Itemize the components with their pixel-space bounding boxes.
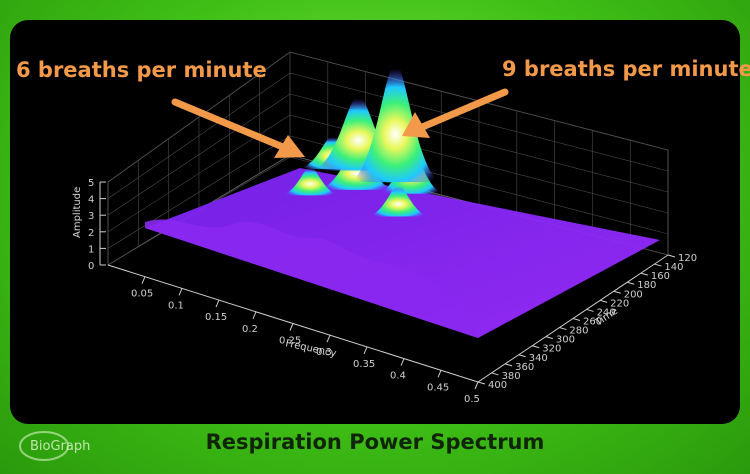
- y-tick-mark: [505, 363, 513, 367]
- y-tick-label: 340: [529, 353, 548, 364]
- y-tick-label: 120: [678, 253, 697, 264]
- z-axis-ticks: 0 1 2 3 4 5: [88, 178, 106, 272]
- z-tick-label: 0: [88, 261, 94, 272]
- x-tick-label: 0.4: [390, 371, 406, 382]
- y-tick-label: 300: [556, 335, 575, 346]
- y-axis-ticks: 1201401601802002202402602803003203403603…: [477, 253, 697, 391]
- x-axis-ticks: 0.05 0.1 0.15 0.2 0.25 0.3 0.35 0.4 0.45 0.5: [131, 276, 480, 405]
- spectrum-peak: [347, 62, 444, 183]
- y-tick-label: 360: [515, 362, 534, 373]
- z-tick-label: 2: [88, 228, 94, 239]
- arrow-6bpm: [171, 98, 305, 158]
- page-title: Respiration Power Spectrum: [205, 430, 545, 454]
- logo-text: BioGraph: [30, 439, 90, 454]
- y-tick-label: 320: [542, 344, 561, 355]
- x-tick-label: 0.3: [316, 347, 332, 358]
- x-tick-mark: [400, 358, 405, 366]
- grid-line: [289, 72, 669, 172]
- x-tick-label: 0.2: [242, 324, 258, 335]
- y-tick-label: 380: [502, 371, 521, 382]
- z-tick-label: 5: [88, 178, 94, 189]
- surface-bump: [366, 185, 431, 217]
- x-tick-mark: [474, 381, 479, 390]
- x-tick-mark: [363, 346, 368, 355]
- annotation-6-breaths: 6 breaths per minute: [16, 58, 267, 82]
- y-tick-mark: [640, 272, 648, 276]
- x-tick-mark: [437, 370, 442, 378]
- y-tick-mark: [654, 263, 662, 267]
- y-tick-mark: [532, 345, 540, 349]
- y-tick-label: 280: [569, 326, 588, 337]
- y-tick-label: 240: [597, 307, 616, 318]
- x-tick-label: 0.15: [205, 312, 227, 323]
- x-tick-mark: [252, 311, 257, 319]
- x-tick-mark: [141, 276, 146, 284]
- y-tick-label: 160: [651, 271, 670, 282]
- y-tick-mark: [600, 299, 608, 303]
- z-tick-label: 4: [88, 195, 94, 206]
- x-tick-label: 0.25: [279, 336, 301, 347]
- y-tick-label: 400: [488, 380, 507, 391]
- x-tick-mark: [326, 335, 331, 343]
- surface-bump: [280, 166, 341, 196]
- y-tick-mark: [477, 381, 486, 385]
- y-tick-mark: [627, 281, 635, 285]
- y-tick-mark: [518, 354, 526, 358]
- y-tick-mark: [586, 308, 594, 312]
- y-tick-mark: [559, 327, 567, 331]
- y-tick-label: 220: [610, 298, 629, 309]
- y-tick-mark: [613, 290, 621, 294]
- x-tick-mark: [215, 299, 220, 308]
- x-tick-label: 0.45: [427, 382, 449, 393]
- z-tick-label: 1: [88, 244, 94, 255]
- x-axis-label: Frequency: [284, 338, 337, 360]
- x-tick-mark: [178, 288, 183, 296]
- y-tick-label: 200: [624, 289, 643, 300]
- x-tick-label: 0.1: [168, 300, 184, 311]
- z-tick-label: 3: [88, 211, 94, 222]
- annotation-9-breaths: 9 breaths per minute: [502, 57, 750, 81]
- spectrum-ridge: [145, 219, 478, 338]
- y-tick-label: 260: [583, 317, 602, 328]
- y-tick-label: 140: [664, 262, 683, 273]
- y-tick-label: 180: [637, 280, 656, 291]
- y-tick-mark: [491, 372, 499, 376]
- x-tick-label: 0.35: [353, 359, 375, 370]
- y-tick-mark: [572, 318, 581, 321]
- z-axis-label: Amplitude: [72, 187, 83, 238]
- spectrum-floor: [145, 168, 660, 338]
- spectrum-peaks: [280, 62, 445, 217]
- x-tick-label: 0.5: [464, 394, 480, 405]
- y-tick-mark: [667, 254, 676, 258]
- x-tick-mark: [289, 323, 294, 331]
- arrow-9bpm: [402, 88, 509, 138]
- y-tick-mark: [545, 336, 553, 340]
- biograph-logo: BioGraph: [19, 431, 90, 461]
- x-tick-label: 0.05: [131, 289, 153, 300]
